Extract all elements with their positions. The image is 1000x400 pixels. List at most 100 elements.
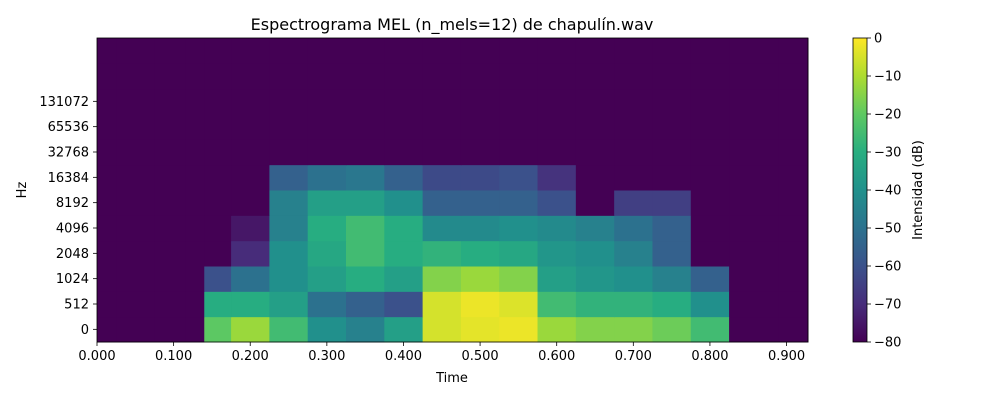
y-tick-label: 2048	[56, 247, 89, 262]
heatmap-cell	[116, 114, 155, 140]
heatmap-cell	[384, 190, 424, 216]
heatmap-cell	[97, 139, 117, 166]
heatmap-cell	[537, 316, 577, 343]
heatmap-cell	[116, 63, 155, 90]
heatmap-cell	[97, 291, 117, 318]
heatmap-cell	[384, 215, 424, 242]
heatmap-cell	[499, 316, 539, 343]
heatmap-cell	[97, 316, 117, 343]
colorbar-tick-label: −60	[874, 260, 901, 275]
heatmap-cell	[778, 38, 809, 64]
heatmap-cell	[231, 88, 270, 115]
heatmap-cell	[384, 164, 424, 191]
heatmap-cell	[778, 266, 809, 292]
colorbar-tick-label: −70	[874, 298, 901, 313]
heatmap-cell	[346, 139, 385, 166]
heatmap-cell	[97, 215, 117, 242]
chart-title: Espectrograma MEL (n_mels=12) de chapulí…	[251, 15, 654, 35]
heatmap-cell	[499, 291, 539, 318]
heatmap-cell	[116, 291, 155, 318]
heatmap-cell	[154, 190, 186, 216]
heatmap-cell	[460, 139, 500, 166]
heatmap-cell	[422, 240, 462, 267]
heatmap-cell	[231, 266, 270, 292]
heatmap-cell	[575, 88, 615, 115]
heatmap-cell	[614, 266, 653, 292]
heatmap-cell	[537, 215, 577, 242]
heatmap-cell	[154, 164, 186, 191]
heatmap-cell	[307, 88, 347, 115]
heatmap-cell	[346, 38, 385, 64]
heatmap-cell	[652, 266, 692, 292]
colorbar-ticks: 0 −10 −20 −30 −40 −50 −60 −70 −80	[867, 32, 901, 351]
heatmap-cell	[346, 190, 385, 216]
y-axis-ticks: 0 512 1024 2048 4096 8192 16384 32768 65536 13107…	[39, 95, 97, 338]
heatmap-cell	[537, 164, 577, 191]
heatmap-cell	[269, 88, 309, 115]
heatmap-cell	[154, 88, 186, 115]
heatmap-cell	[460, 38, 500, 64]
x-axis-label: Time	[435, 371, 468, 386]
heatmap-cell	[778, 114, 809, 140]
heatmap-cell	[307, 190, 347, 216]
heatmap-cell	[384, 38, 424, 64]
heatmap-cell	[499, 88, 539, 115]
heatmap-cell	[185, 240, 205, 267]
heatmap-cell	[729, 88, 780, 115]
heatmap-cell	[460, 316, 500, 343]
heatmap-cell	[460, 114, 500, 140]
colorbar-tick-label: −50	[874, 222, 901, 237]
heatmap-cell	[614, 88, 653, 115]
heatmap-cell	[460, 190, 500, 216]
heatmap-cell	[690, 63, 730, 90]
heatmap-cell	[154, 139, 186, 166]
heatmap-cell	[116, 38, 155, 64]
x-tick-label: 0.300	[308, 349, 345, 364]
heatmap-cell	[729, 38, 780, 64]
x-tick-label: 0.500	[461, 349, 498, 364]
heatmap-cell	[652, 215, 692, 242]
x-tick-label: 0.700	[615, 349, 652, 364]
heatmap-cell	[204, 114, 232, 140]
heatmap-cell	[231, 190, 270, 216]
heatmap-cell	[729, 240, 780, 267]
heatmap-cell	[116, 316, 155, 343]
heatmap-cell	[575, 291, 615, 318]
heatmap-cell	[185, 38, 205, 64]
heatmap-cell	[652, 38, 692, 64]
heatmap-cell	[614, 190, 653, 216]
heatmap-cell	[97, 38, 117, 64]
heatmap-cell	[185, 190, 205, 216]
heatmap-cell	[422, 63, 462, 90]
heatmap-cell	[729, 266, 780, 292]
heatmap-cell	[778, 240, 809, 267]
heatmap-cell	[269, 266, 309, 292]
heatmap-cell	[97, 63, 117, 90]
x-axis-ticks: 0.000 0.100 0.200 0.300 0.400 0.500 0.600 0.700…	[78, 342, 805, 364]
heatmap-cell	[460, 63, 500, 90]
y-tick-label: 32768	[48, 146, 89, 161]
heatmap-cell	[204, 266, 232, 292]
heatmap-cell	[537, 88, 577, 115]
heatmap-cell	[185, 316, 205, 343]
heatmap-cell	[185, 139, 205, 166]
heatmap-cell	[537, 190, 577, 216]
x-tick-label: 0.200	[232, 349, 269, 364]
heatmap-cell	[690, 114, 730, 140]
heatmap-cell	[652, 316, 692, 343]
heatmap-cell	[499, 266, 539, 292]
heatmap-cell	[614, 291, 653, 318]
heatmap-cell	[460, 240, 500, 267]
heatmap-cell	[614, 215, 653, 242]
x-tick-label: 0.000	[78, 349, 115, 364]
heatmap-cell	[384, 291, 424, 318]
heatmap-cell	[575, 63, 615, 90]
heatmap-cell	[614, 63, 653, 90]
x-tick-label: 0.400	[385, 349, 422, 364]
heatmap-cell	[614, 164, 653, 191]
heatmap-cell	[422, 190, 462, 216]
heatmap-cell	[729, 291, 780, 318]
heatmap-cell	[231, 240, 270, 267]
heatmap-cell	[575, 38, 615, 64]
heatmap-cell	[97, 240, 117, 267]
